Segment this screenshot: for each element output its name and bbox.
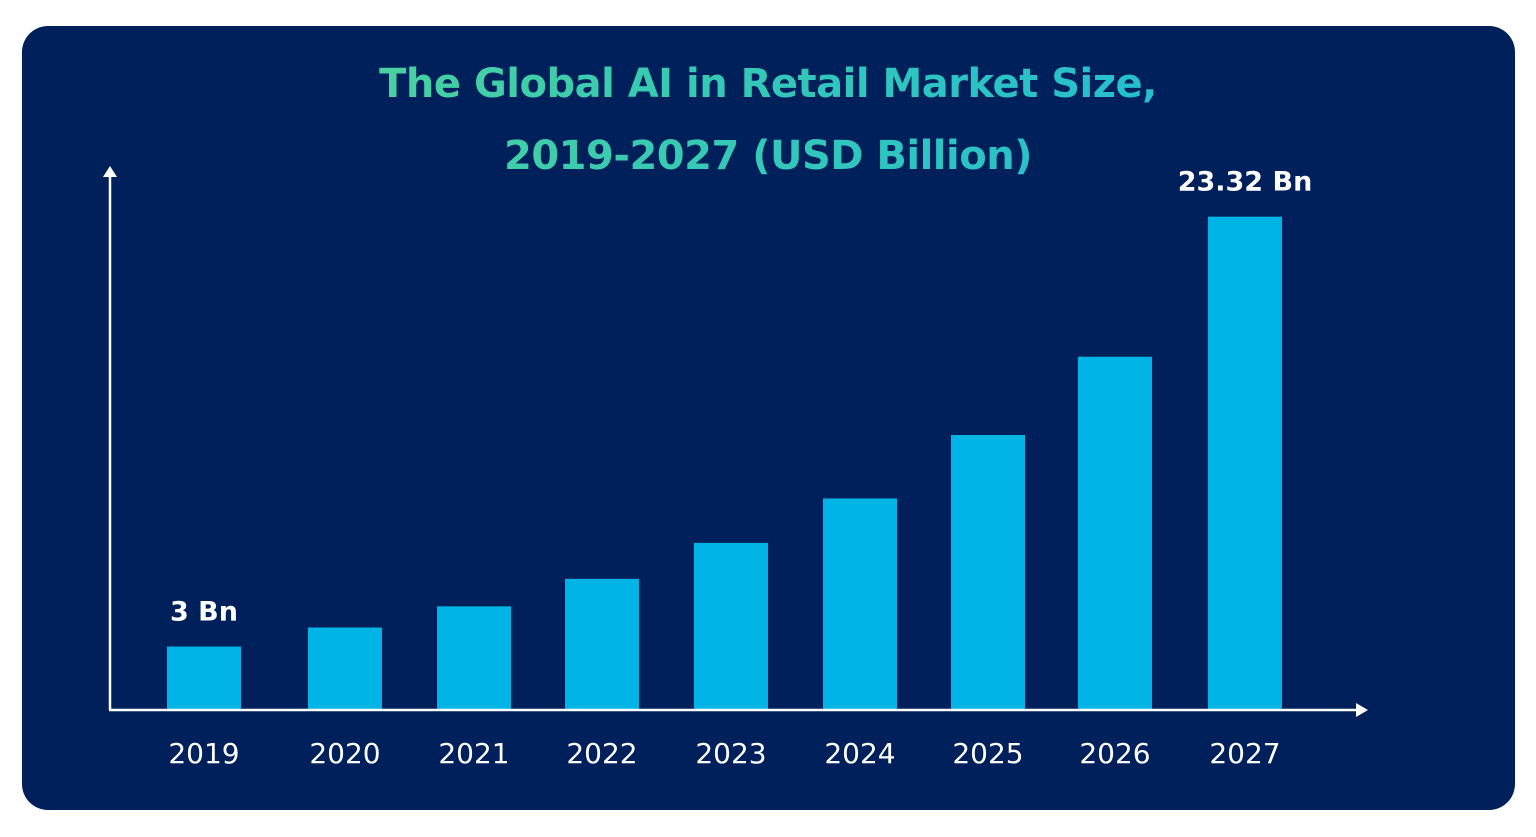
data-label-2019: 3 Bn [170, 597, 238, 628]
bar-2020 [308, 627, 382, 710]
bar-2022 [565, 578, 639, 710]
x-tick-label-2027: 2027 [1209, 737, 1280, 770]
labels-group: 2019 2020 2021 2022 2023 2024 2025 2026 2027 3 Bn… [168, 167, 1312, 770]
bar-2026 [1078, 356, 1152, 710]
bar-2019 [167, 646, 241, 710]
x-tick-label-2025: 2025 [952, 737, 1023, 770]
bar-2024 [823, 498, 897, 710]
bar-2023 [694, 542, 768, 710]
x-tick-label-2021: 2021 [438, 737, 509, 770]
x-tick-label-2022: 2022 [566, 737, 637, 770]
bar-2025 [951, 435, 1025, 710]
x-tick-label-2026: 2026 [1079, 737, 1150, 770]
x-tick-label-2020: 2020 [309, 737, 380, 770]
bar-2027 [1208, 216, 1282, 710]
x-axis-arrow [1356, 703, 1368, 717]
data-label-2027: 23.32 Bn [1178, 167, 1313, 198]
y-axis-arrow [103, 166, 117, 177]
bar-2021 [437, 606, 511, 710]
x-tick-label-2023: 2023 [695, 737, 766, 770]
x-tick-label-2024: 2024 [824, 737, 895, 770]
bars-group [167, 216, 1282, 710]
x-tick-label-2019: 2019 [168, 737, 239, 770]
